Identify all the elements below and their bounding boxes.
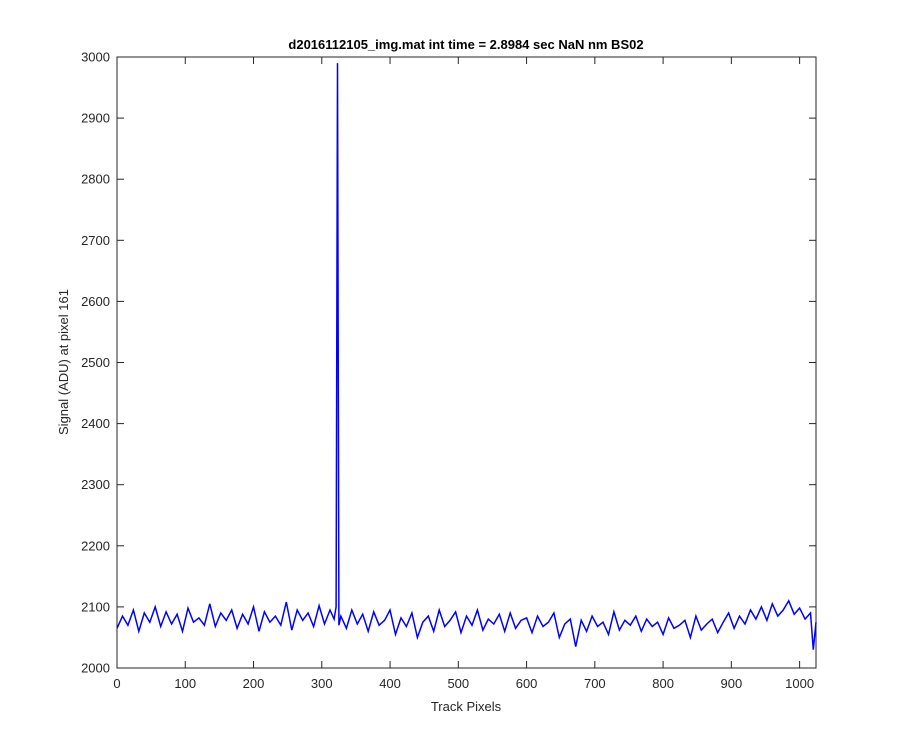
x-tick-label: 300	[311, 676, 333, 691]
x-tick-label: 200	[243, 676, 265, 691]
chart-title: d2016112105_img.mat int time = 2.8984 se…	[288, 37, 643, 52]
x-tick-label: 900	[721, 676, 743, 691]
x-tick-label: 800	[652, 676, 674, 691]
y-tick-label: 2400	[81, 416, 110, 431]
y-tick-label: 2600	[81, 294, 110, 309]
y-tick-label: 2200	[81, 538, 110, 553]
y-tick-label: 3000	[81, 50, 110, 65]
y-tick-label: 2000	[81, 661, 110, 676]
x-tick-label: 500	[447, 676, 469, 691]
x-tick-label: 0	[113, 676, 120, 691]
y-tick-label: 2100	[81, 599, 110, 614]
x-tick-label: 400	[379, 676, 401, 691]
x-tick-label: 600	[516, 676, 538, 691]
y-tick-label: 2700	[81, 233, 110, 248]
x-tick-label: 700	[584, 676, 606, 691]
y-tick-label: 2800	[81, 172, 110, 187]
x-tick-label: 100	[174, 676, 196, 691]
y-tick-label: 2300	[81, 477, 110, 492]
y-tick-label: 2900	[81, 111, 110, 126]
x-axis-label: Track Pixels	[431, 699, 502, 714]
y-tick-label: 2500	[81, 355, 110, 370]
y-axis-label: Signal (ADU) at pixel 161	[56, 289, 71, 435]
plot-area: 0 100 200 300 400 500 600 700 800 900 1000 2000 2100…	[81, 50, 817, 691]
axes-box	[116, 56, 817, 669]
signal-series-line	[116, 63, 817, 650]
x-tick-label: 1000	[785, 676, 814, 691]
